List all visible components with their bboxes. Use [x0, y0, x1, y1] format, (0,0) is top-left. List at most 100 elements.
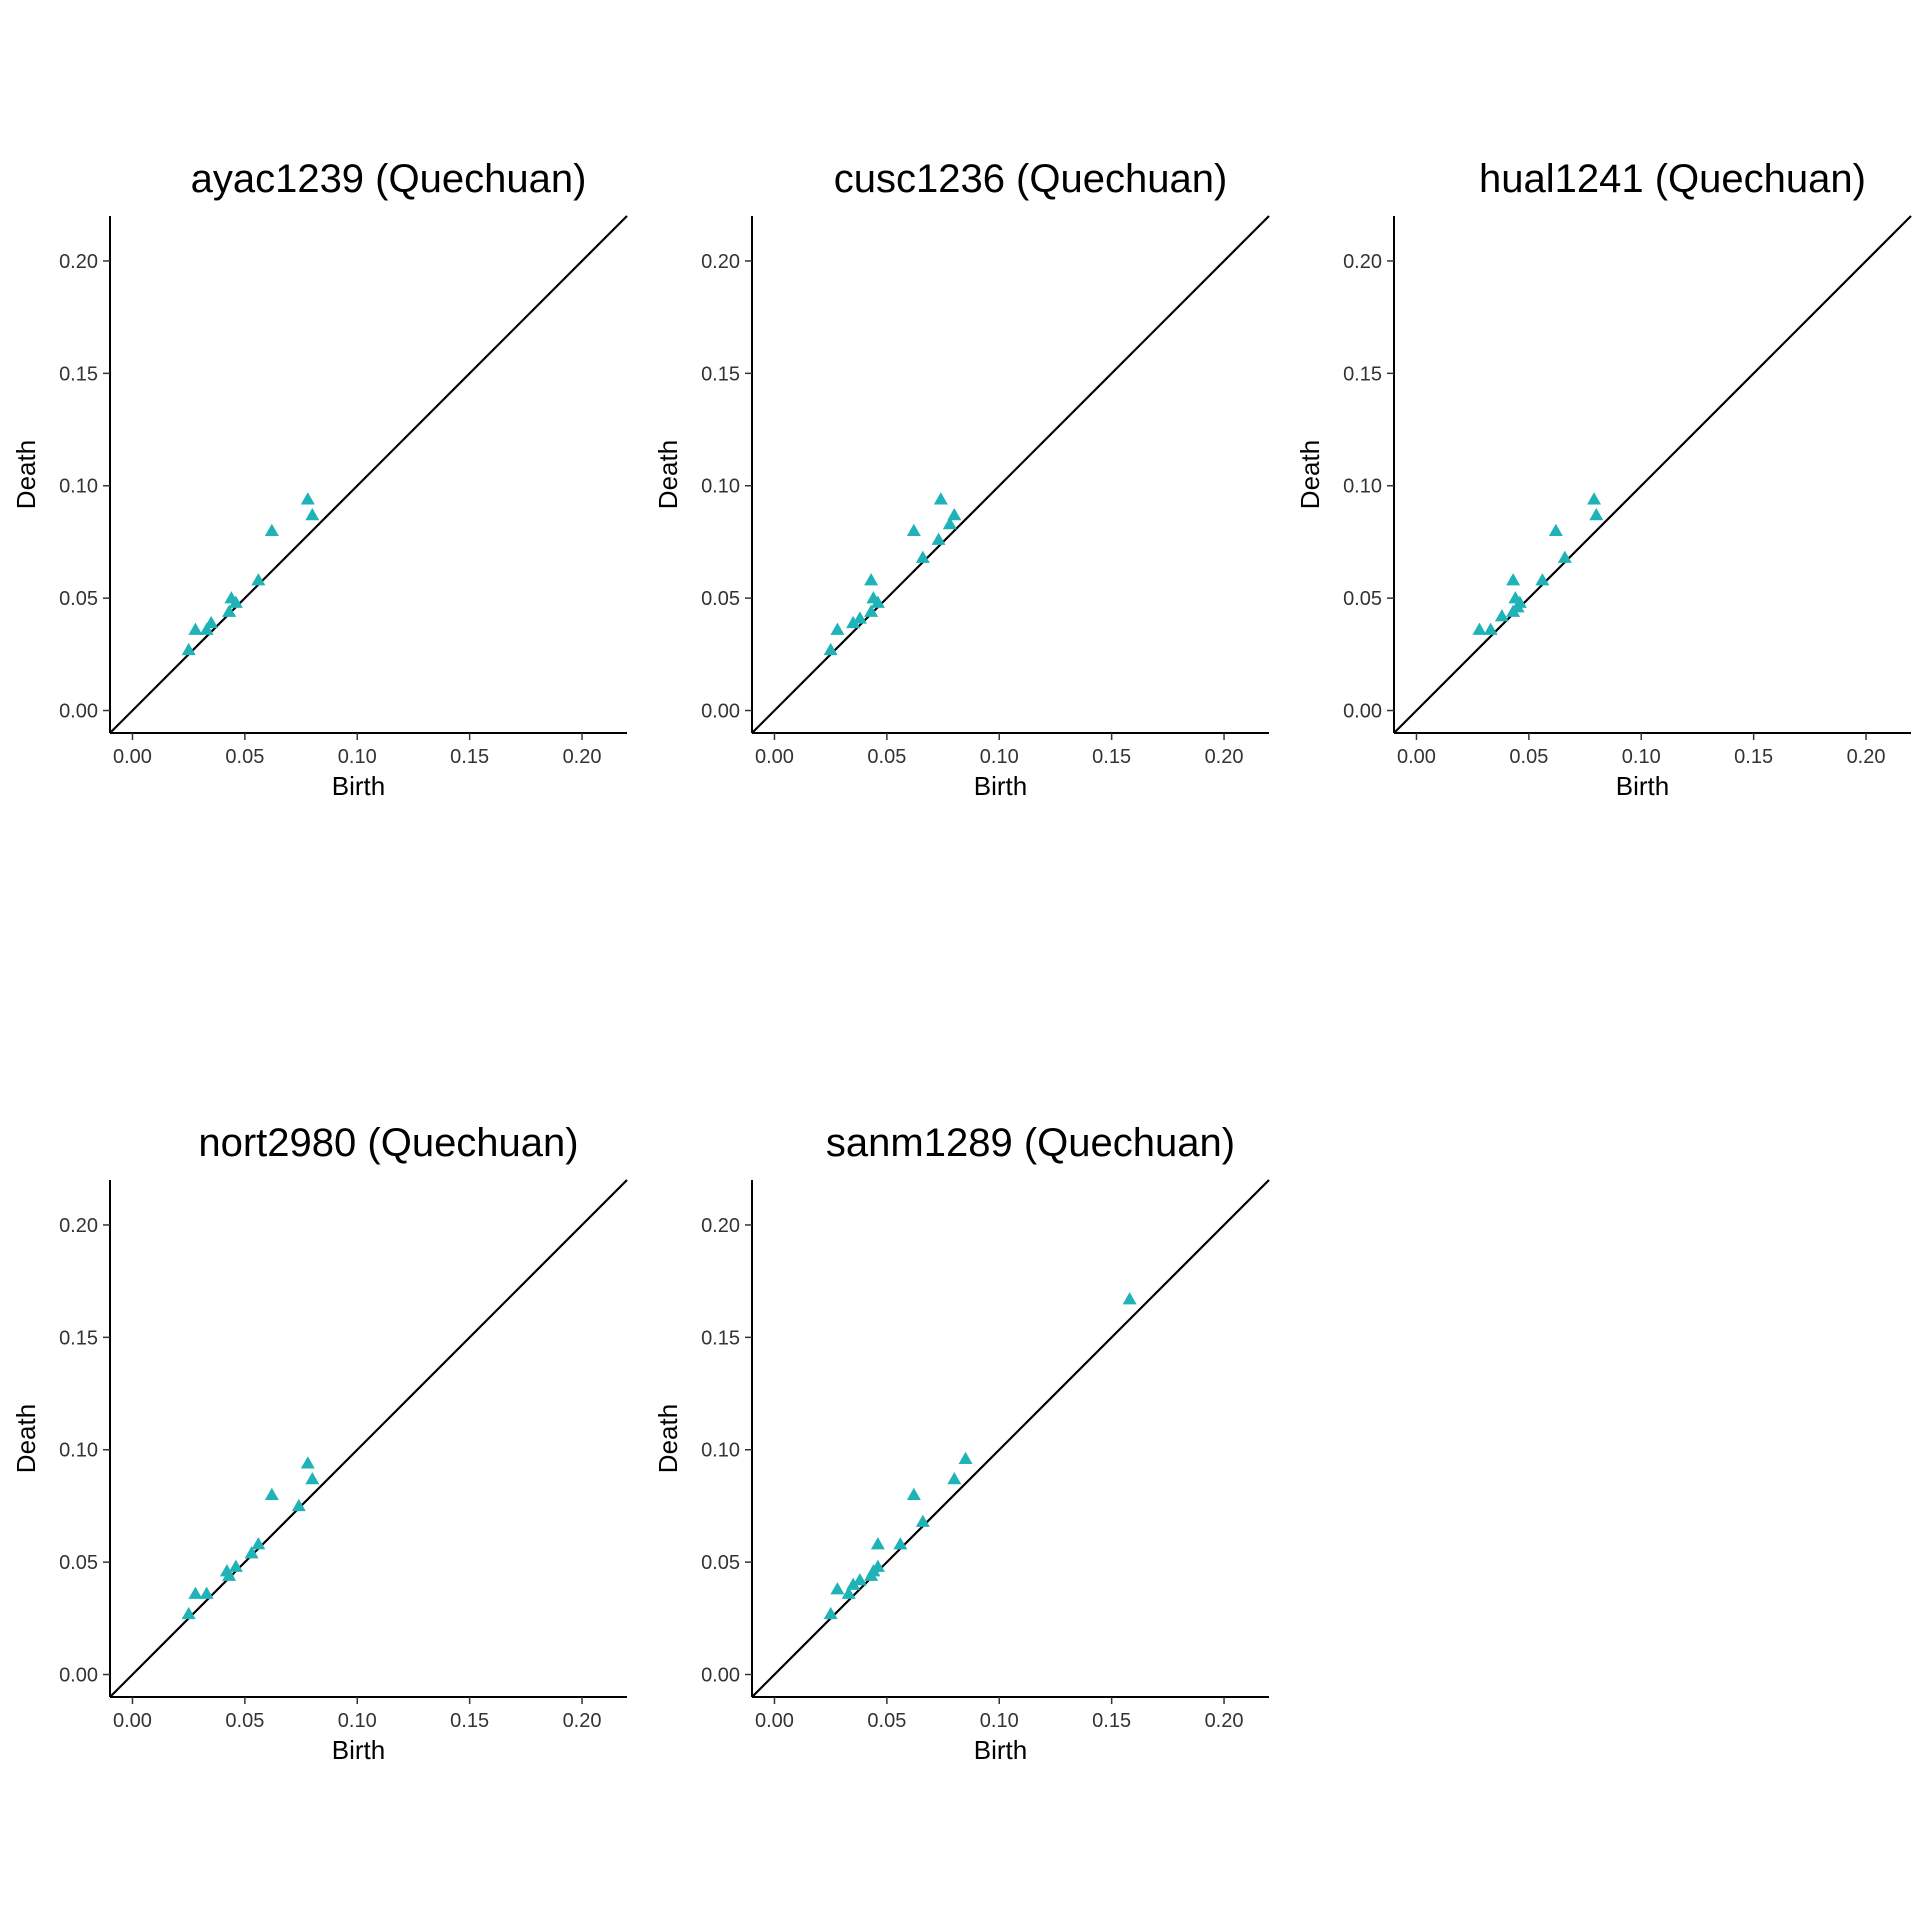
- data-point: [1483, 622, 1498, 635]
- data-points: [823, 1292, 1137, 1620]
- y-tick-label: 0.00: [59, 1665, 98, 1687]
- data-point: [958, 1451, 973, 1464]
- x-tick-label: 0.20: [1205, 1710, 1244, 1732]
- data-points: [823, 492, 962, 656]
- x-ticks: 0.00 0.05 0.10 0.15 0.20: [113, 733, 602, 768]
- y-tick-label: 0.15: [1343, 363, 1382, 385]
- x-tick-label: 0.10: [338, 1710, 377, 1732]
- panel-title: sanm1289 (Quechuan): [826, 1121, 1235, 1165]
- diagonal-line: [751, 1179, 1270, 1698]
- x-tick-label: 0.10: [338, 746, 377, 768]
- panel-3: 0.00 0.05 0.10 0.15 0.20 0.00 0.05 0.10 0.15 0.20…: [1295, 157, 1912, 801]
- x-tick-label: 0.00: [1397, 746, 1436, 768]
- x-tick-label: 0.20: [1205, 746, 1244, 768]
- data-point: [222, 1568, 237, 1581]
- data-points: [181, 1456, 320, 1620]
- y-tick-label: 0.10: [59, 1440, 98, 1462]
- data-point: [199, 622, 214, 635]
- x-tick-label: 0.10: [980, 746, 1019, 768]
- x-ticks: 0.00 0.05 0.10 0.15 0.20: [755, 733, 1244, 768]
- data-point: [300, 492, 315, 505]
- x-tick-label: 0.05: [1509, 746, 1548, 768]
- panel-2: 0.00 0.05 0.10 0.15 0.20 0.00 0.05 0.10 0.15 0.20…: [653, 157, 1270, 801]
- data-point: [1548, 523, 1563, 536]
- data-point: [188, 622, 203, 635]
- x-ticks: 0.00 0.05 0.10 0.15 0.20: [755, 1697, 1244, 1732]
- y-tick-label: 0.00: [701, 1665, 740, 1687]
- data-point: [906, 1487, 921, 1500]
- x-tick-label: 0.15: [1734, 746, 1773, 768]
- y-ticks: 0.00 0.05 0.10 0.15 0.20: [1343, 251, 1394, 723]
- data-point: [846, 1577, 861, 1590]
- x-tick-label: 0.00: [755, 1710, 794, 1732]
- y-tick-label: 0.00: [701, 701, 740, 723]
- data-point: [251, 1537, 266, 1550]
- x-tick-label: 0.15: [1092, 1710, 1131, 1732]
- data-point: [228, 595, 243, 608]
- data-point: [1512, 595, 1527, 608]
- x-tick-label: 0.20: [1847, 746, 1886, 768]
- data-point: [199, 1586, 214, 1599]
- data-point: [305, 507, 320, 521]
- y-ticks: 0.00 0.05 0.10 0.15 0.20: [701, 251, 752, 723]
- y-tick-label: 0.05: [59, 588, 98, 610]
- data-point: [906, 523, 921, 536]
- data-point: [870, 595, 885, 608]
- x-tick-label: 0.15: [450, 1710, 489, 1732]
- data-point: [244, 1546, 259, 1559]
- x-axis-title: Birth: [974, 1735, 1027, 1765]
- y-tick-label: 0.20: [1343, 251, 1382, 273]
- data-point: [915, 550, 930, 563]
- diagonal-line: [751, 215, 1270, 734]
- x-tick-label: 0.05: [225, 1710, 264, 1732]
- x-axis-title: Birth: [974, 771, 1027, 801]
- data-point: [915, 1514, 930, 1527]
- data-point: [852, 611, 867, 624]
- data-point: [228, 1559, 243, 1572]
- x-tick-label: 0.00: [113, 1710, 152, 1732]
- data-point: [931, 532, 946, 545]
- data-point: [1589, 507, 1604, 521]
- data-point: [893, 1537, 908, 1550]
- data-point: [264, 1487, 279, 1500]
- x-tick-label: 0.20: [563, 746, 602, 768]
- data-point: [830, 1582, 845, 1595]
- data-point: [841, 1586, 856, 1599]
- data-point: [264, 523, 279, 536]
- y-tick-label: 0.05: [701, 1552, 740, 1574]
- x-tick-label: 0.05: [867, 746, 906, 768]
- data-points: [1472, 492, 1604, 635]
- y-tick-label: 0.15: [701, 1327, 740, 1349]
- y-tick-label: 0.05: [59, 1552, 98, 1574]
- y-axis-title: Death: [11, 440, 41, 509]
- y-ticks: 0.00 0.05 0.10 0.15 0.20: [701, 1215, 752, 1687]
- data-point: [305, 1471, 320, 1485]
- data-point: [1506, 573, 1521, 586]
- diagonal-line: [109, 215, 628, 734]
- data-point: [823, 1606, 838, 1620]
- y-tick-label: 0.05: [1343, 588, 1382, 610]
- y-axis-title: Death: [653, 440, 683, 509]
- y-tick-label: 0.15: [59, 1327, 98, 1349]
- panel-1: 0.00 0.05 0.10 0.15 0.20 0.00 0.05 0.10 0.15 0.20…: [11, 157, 628, 801]
- y-tick-label: 0.00: [59, 701, 98, 723]
- data-points: [181, 492, 320, 656]
- data-point: [933, 492, 948, 505]
- data-point: [830, 622, 845, 635]
- data-point: [942, 516, 957, 530]
- x-tick-label: 0.00: [755, 746, 794, 768]
- x-ticks: 0.00 0.05 0.10 0.15 0.20: [1397, 733, 1886, 768]
- y-tick-label: 0.20: [59, 1215, 98, 1237]
- y-tick-label: 0.15: [701, 363, 740, 385]
- y-tick-label: 0.10: [1343, 476, 1382, 498]
- y-tick-label: 0.15: [59, 363, 98, 385]
- y-tick-label: 0.10: [59, 476, 98, 498]
- data-point: [1557, 550, 1572, 563]
- x-tick-label: 0.10: [1622, 746, 1661, 768]
- panel-title: hual1241 (Quechuan): [1479, 157, 1866, 201]
- panel-5: 0.00 0.05 0.10 0.15 0.20 0.00 0.05 0.10 0.15 0.20…: [653, 1121, 1270, 1765]
- data-point: [251, 573, 266, 586]
- data-point: [947, 507, 962, 521]
- x-tick-label: 0.05: [867, 1710, 906, 1732]
